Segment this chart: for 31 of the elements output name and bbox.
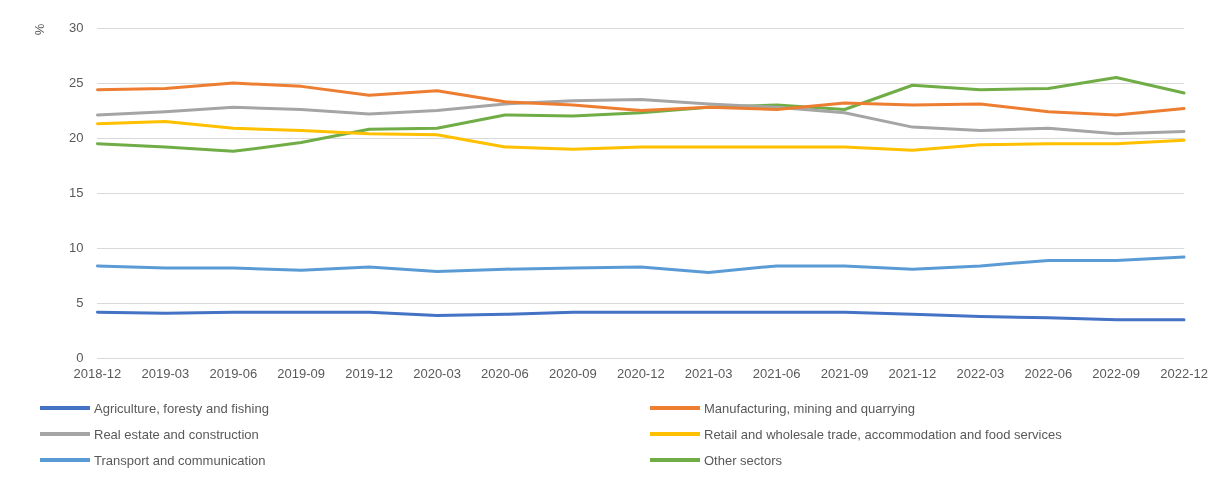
legend-label: Other sectors [704, 452, 783, 468]
y-tick-label: 5 [76, 294, 84, 310]
x-tick-label: 2021-09 [820, 365, 869, 381]
y-tick-label: 20 [68, 129, 84, 145]
x-tick-label: 2022-06 [1024, 365, 1073, 381]
x-tick-label: 2020-06 [481, 365, 529, 381]
x-tick-label: 2019-03 [141, 365, 190, 381]
y-tick-label: 15 [68, 184, 84, 200]
y-tick-label: 25 [68, 74, 84, 90]
x-tick-label: 2022-09 [1092, 365, 1141, 381]
y-tick-label: 0 [76, 349, 84, 365]
y-tick-label: 10 [68, 239, 84, 255]
legend-label: Transport and communication [94, 452, 266, 468]
x-tick-label: 2022-12 [1160, 365, 1208, 381]
x-tick-label: 2019-06 [209, 365, 258, 381]
x-tick-label: 2019-09 [277, 365, 326, 381]
x-tick-label: 2020-12 [616, 365, 665, 381]
x-tick-label: 2020-03 [413, 365, 461, 381]
x-tick-label: 2021-12 [888, 365, 937, 381]
x-tick-label: 2020-09 [549, 365, 597, 381]
y-axis-title: % [32, 23, 48, 36]
x-tick-label: 2022-03 [956, 365, 1005, 381]
legend-label: Retail and wholesale trade, accommodation and food services [704, 426, 1062, 442]
legend-label: Manufacturing, mining and quarrying [704, 400, 916, 416]
legend-label: Real estate and construction [94, 426, 259, 442]
legend-label: Agriculture, foresty and fishing [94, 400, 269, 416]
x-tick-label: 2021-03 [684, 365, 733, 381]
x-tick-label: 2019-12 [345, 365, 393, 381]
x-tick-label: 2018-12 [73, 365, 122, 381]
y-tick-label: 30 [68, 19, 84, 35]
x-tick-label: 2021-06 [752, 365, 801, 381]
